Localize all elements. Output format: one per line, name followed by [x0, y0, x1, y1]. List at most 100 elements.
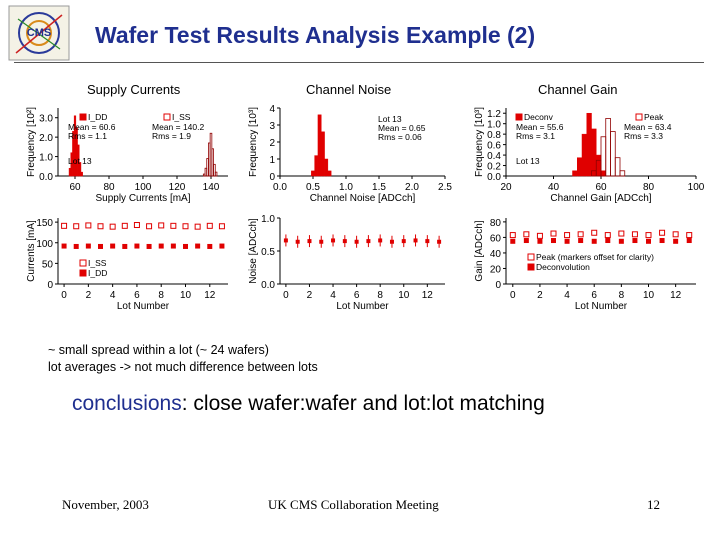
y-tick-label: 0.6: [487, 141, 501, 152]
histogram-bar: [610, 131, 616, 177]
data-point: [146, 223, 153, 230]
stats-rms-deconv: Rms = 3.1: [516, 131, 555, 141]
histogram-bar: [619, 170, 626, 177]
legend-label-idd: I_DD: [88, 268, 107, 278]
legend-mark-idd: [79, 113, 87, 121]
x-tick-label: 8: [158, 290, 164, 301]
note-lot-averages: lot averages -> not much difference betw…: [48, 360, 318, 374]
data-point: [618, 238, 624, 244]
data-point: [61, 243, 67, 249]
data-point: [121, 222, 128, 229]
channel-gain-histogram: 0.00.20.40.60.81.01.2 20 40 60 80 100 Channel …: [474, 107, 705, 204]
y-tick-label: 0.4: [487, 151, 501, 162]
x-tick-label: 100: [688, 182, 705, 193]
data-point: [110, 243, 116, 249]
data-point: [122, 243, 128, 249]
histogram-bar: [317, 114, 322, 177]
x-axis-label: Channel Noise [ADCch]: [310, 193, 416, 204]
data-point: [577, 231, 584, 238]
histogram-bar: [80, 171, 83, 177]
histogram-bar: [614, 157, 621, 177]
x-tick-label: 12: [422, 290, 434, 301]
histogram-bar: [79, 162, 82, 177]
data-point: [61, 222, 68, 229]
data-point: [98, 243, 103, 249]
y-tick-label: 1.0: [261, 214, 275, 225]
y-tick-label: 1.0: [487, 120, 501, 131]
data-point: [523, 231, 530, 238]
column-heading-supply: Supply Currents: [87, 82, 181, 97]
data-point: [158, 243, 164, 249]
x-axis-label: Lot Number: [117, 301, 170, 312]
x-tick-label: 60: [595, 182, 607, 193]
x-tick-label: 12: [670, 290, 682, 301]
x-axis-label: Channel Gain [ADCch]: [550, 193, 651, 204]
supply-currents-histogram: 0.0 1.0 2.0 3.0 60 80 100 120 140 Supply Currents…: [26, 107, 228, 204]
y-tick-label: 1.0: [39, 153, 53, 164]
noise-vs-lot: 0.0 0.5 1.0 0 2 4 6 8 10 12 Lot Number Noise [ADCch…: [248, 214, 445, 312]
histogram-bar: [586, 112, 592, 177]
legend-label-peak: Peak (markers offset for clarity): [536, 252, 654, 262]
histogram-bar: [68, 167, 71, 177]
legend-label-iss: I_SS: [172, 112, 191, 122]
x-tick-label: 100: [135, 182, 152, 193]
histogram-bar: [600, 136, 607, 177]
y-tick-label: 0.0: [487, 172, 501, 183]
column-heading-gain: Channel Gain: [538, 82, 618, 97]
legend-mark-deconv: [515, 113, 523, 121]
x-tick-label: 2: [537, 290, 543, 301]
data-point: [401, 239, 406, 244]
x-tick-label: 4: [564, 290, 570, 301]
data-point: [182, 223, 189, 230]
y-tick-label: 3: [269, 121, 275, 132]
data-point: [366, 239, 371, 244]
stats-mean-idd: Mean = 60.6: [68, 122, 116, 132]
stats-rms: Rms = 0.06: [378, 132, 422, 142]
histogram-bar: [572, 170, 578, 177]
y-tick-label: 60: [490, 233, 502, 244]
histogram-bar: [600, 170, 606, 177]
data-point: [413, 238, 418, 243]
x-axis-label: Supply Currents [mA]: [95, 193, 190, 204]
y-tick-label: 0.0: [39, 172, 53, 183]
x-tick-label: 10: [643, 290, 655, 301]
footer-page-number: 12: [647, 497, 660, 512]
data-point: [686, 238, 692, 244]
x-tick-label: 4: [330, 290, 336, 301]
data-point: [550, 230, 557, 237]
conclusions-keyword: conclusions: [72, 392, 182, 415]
slide-title: Wafer Test Results Analysis Example (2): [95, 22, 536, 48]
data-point: [536, 232, 543, 239]
data-point: [319, 239, 324, 244]
legend-mark-iss: [163, 113, 171, 121]
gain-vs-lot: 0 20 40 60 80 0 2 4 6 8 10 12 Lot Number Gain [ADCch]…: [474, 218, 696, 312]
data-point: [283, 238, 288, 243]
data-point: [331, 238, 336, 243]
histogram-bar: [581, 133, 587, 177]
x-tick-label: 80: [103, 182, 115, 193]
data-point: [389, 239, 394, 244]
title-rule: [14, 62, 704, 63]
legend-mark-peak: [527, 253, 535, 261]
data-point: [578, 238, 584, 244]
x-tick-label: 2.5: [438, 182, 452, 193]
legend-mark-peak: [635, 113, 643, 121]
y-tick-label: 0.8: [487, 130, 501, 141]
data-point: [509, 232, 516, 239]
x-tick-label: 120: [169, 182, 186, 193]
stats-mean-iss: Mean = 140.2: [152, 122, 204, 132]
histogram-bar: [577, 157, 583, 177]
histogram-bar: [214, 171, 218, 177]
x-tick-label: 20: [500, 182, 512, 193]
y-axis-label: Noise [ADCch]: [248, 218, 259, 284]
x-tick-label: 0.5: [306, 182, 320, 193]
data-point: [378, 238, 383, 243]
conclusions-text: : close wafer:wafer and lot:lot matching: [181, 392, 545, 415]
histogram-bar: [605, 118, 611, 177]
data-point: [170, 222, 177, 229]
histogram-bar: [211, 148, 214, 177]
stats-mean-peak: Mean = 63.4: [624, 122, 672, 132]
data-point: [551, 238, 556, 244]
histogram-bar: [591, 128, 597, 177]
x-tick-label: 10: [398, 290, 410, 301]
